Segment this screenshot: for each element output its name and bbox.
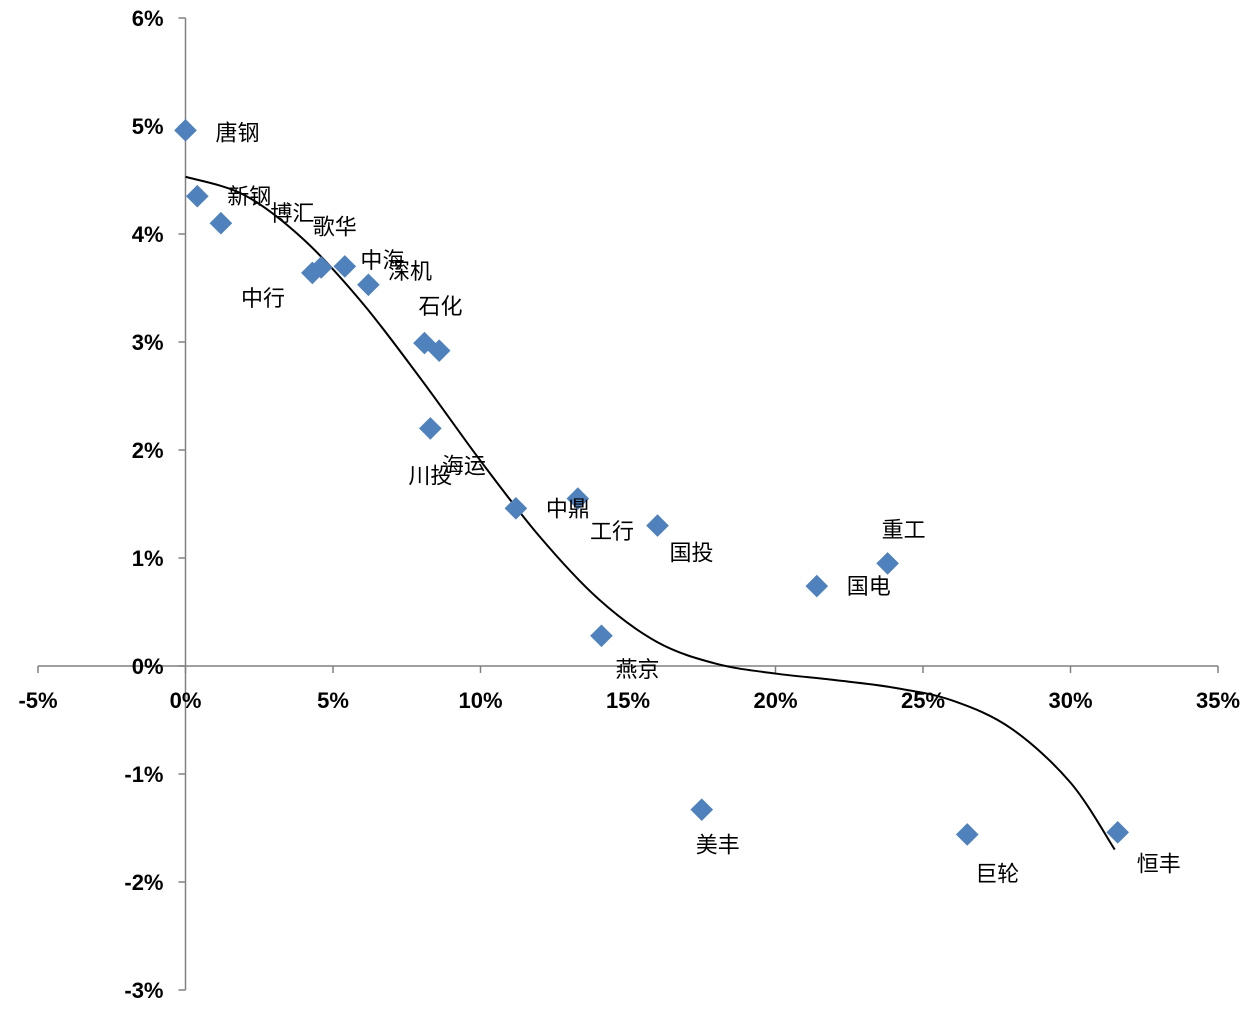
point-label: 川投 xyxy=(408,464,452,489)
data-point xyxy=(333,255,357,278)
point-label: 中鼎 xyxy=(546,498,590,523)
data-point xyxy=(185,184,209,208)
y-tick-label: 0% xyxy=(132,654,164,679)
point-label: 工行 xyxy=(590,520,634,545)
data-point xyxy=(646,514,669,537)
data-point xyxy=(566,487,590,510)
point-label: 国投 xyxy=(670,542,714,567)
x-tick-label: 35% xyxy=(1196,688,1240,713)
x-tick-label: 0% xyxy=(170,688,202,713)
y-tick-label: 4% xyxy=(132,222,164,247)
point-label: 恒丰 xyxy=(1137,852,1181,877)
point-label: 美丰 xyxy=(696,834,740,859)
point-label: 巨轮 xyxy=(975,862,1019,887)
trendline xyxy=(185,175,1116,851)
data-point xyxy=(209,211,233,235)
data-point xyxy=(805,574,829,598)
x-tick-label: 15% xyxy=(606,688,650,713)
data-point xyxy=(876,552,899,575)
y-tick-label: 3% xyxy=(132,330,164,355)
x-tick-label: 20% xyxy=(753,688,797,713)
x-tick-label: 5% xyxy=(317,688,349,713)
data-point xyxy=(174,119,197,142)
y-tick-label: -1% xyxy=(124,762,163,787)
point-label: 中行 xyxy=(241,287,285,312)
y-tick-label: -3% xyxy=(124,978,163,1003)
point-label: 歌华 xyxy=(313,215,357,240)
data-point xyxy=(955,823,979,846)
point-label: 石化 xyxy=(418,295,462,320)
x-axis-ticks: -5% 0% 5% 10% 15% 20% 25% 30% 35% xyxy=(18,666,1240,713)
data-point xyxy=(690,798,714,821)
x-tick-label: 30% xyxy=(1048,688,1092,713)
point-label: 国电 xyxy=(847,575,891,600)
y-tick-label: 1% xyxy=(132,546,164,571)
data-point xyxy=(357,273,380,297)
axes-group: -5% 0% 5% 10% 15% 20% 25% 30% 35% -3% -2% -1% 0% 1% 2… xyxy=(18,6,1240,1003)
point-label: 唐钢 xyxy=(216,121,260,146)
data-point xyxy=(419,417,442,440)
data-point xyxy=(309,256,333,279)
point-label: 博汇 xyxy=(270,202,314,227)
data-point xyxy=(1106,821,1130,844)
data-point xyxy=(590,624,613,648)
point-label: 海运 xyxy=(442,454,486,479)
point-label: 重工 xyxy=(882,518,926,543)
y-tick-label: -2% xyxy=(124,870,163,895)
y-tick-label: 6% xyxy=(132,6,164,31)
point-label: 深机 xyxy=(388,260,432,285)
y-tick-label: 5% xyxy=(132,114,164,139)
x-tick-label: -5% xyxy=(18,688,57,713)
point-label: 中海 xyxy=(360,249,404,274)
point-label: 新钢 xyxy=(227,185,271,210)
x-tick-label: 25% xyxy=(901,688,945,713)
y-tick-label: 2% xyxy=(132,438,164,463)
x-tick-label: 10% xyxy=(458,688,502,713)
point-label: 燕京 xyxy=(615,658,659,683)
data-point xyxy=(427,339,451,362)
y-axis-ticks: -3% -2% -1% 0% 1% 2% 3% 4% 5% 6% xyxy=(124,6,186,1003)
